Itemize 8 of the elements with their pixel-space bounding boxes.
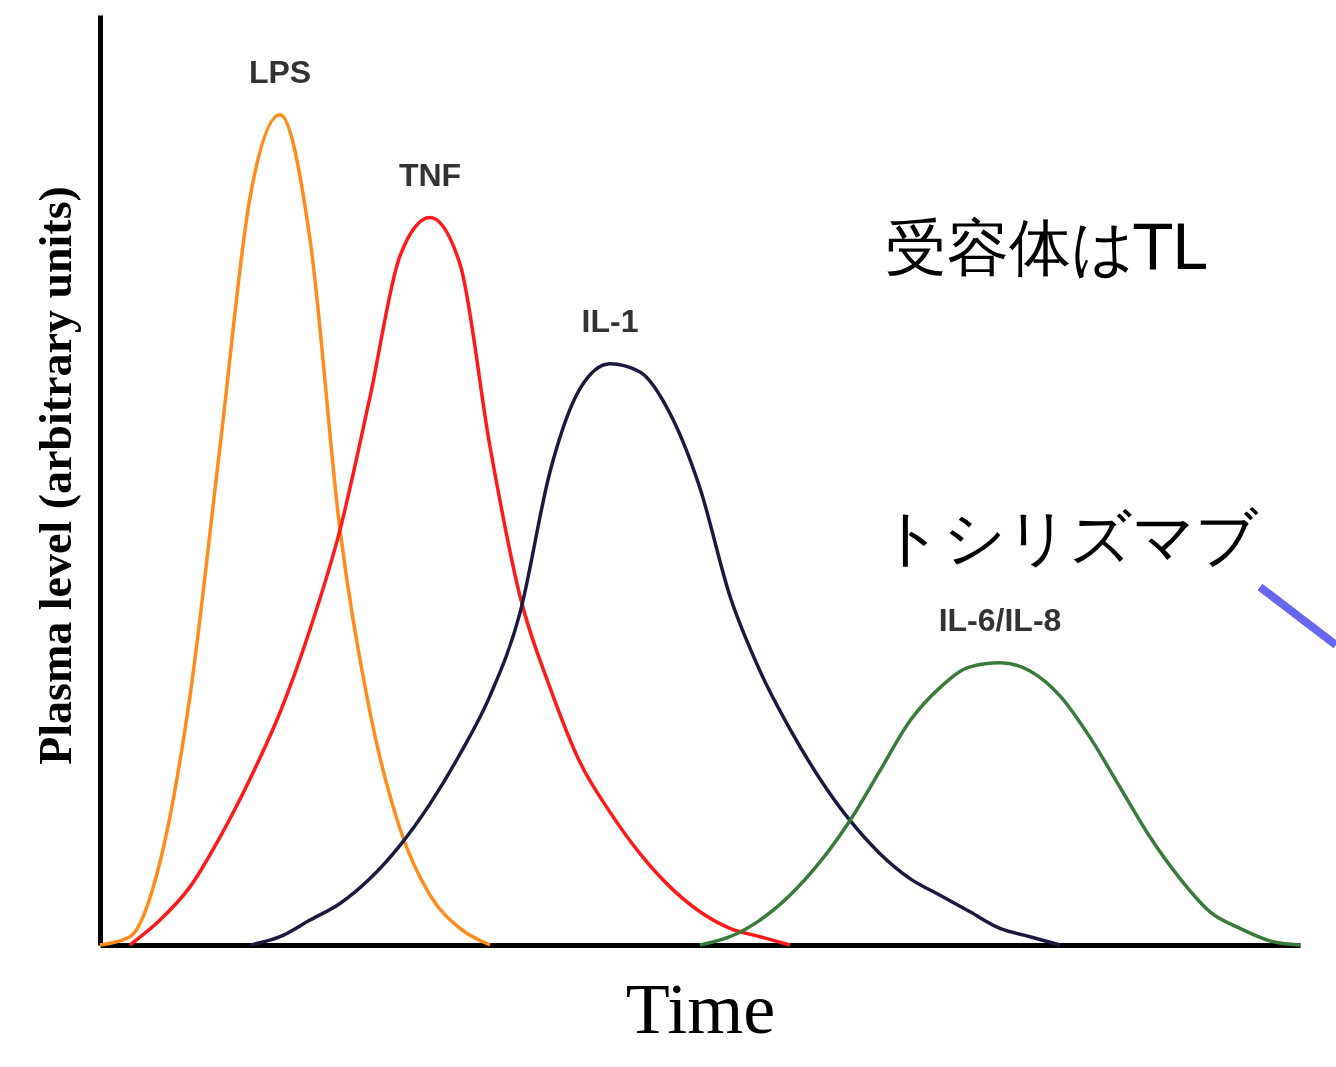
annotation: 受容体はTL [885, 211, 1207, 284]
x-axis-title: Time [625, 968, 776, 1049]
series-label: IL-1 [581, 302, 639, 339]
series-label: TNF [398, 156, 462, 193]
series-label: LPS [248, 53, 312, 90]
series-label: IL-6/IL-8 [938, 601, 1062, 638]
y-axis-title: Plasma level (arbitrary units) [29, 186, 81, 765]
annotation: トシリズマブ [880, 501, 1259, 574]
